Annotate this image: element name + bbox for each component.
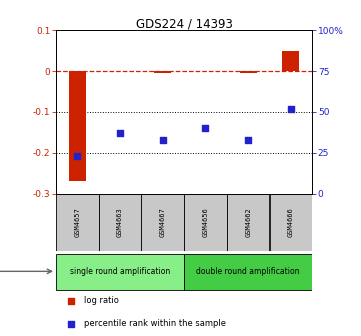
Point — [117, 130, 123, 136]
Text: GSM4657: GSM4657 — [74, 207, 80, 237]
Point — [245, 137, 251, 142]
Bar — [270, 194, 312, 251]
Text: GSM4656: GSM4656 — [203, 207, 208, 237]
Bar — [56, 194, 99, 251]
Point — [160, 137, 166, 142]
Text: single round amplification: single round amplification — [70, 267, 170, 276]
Point — [69, 298, 74, 303]
Text: GSM4662: GSM4662 — [245, 207, 251, 237]
Point — [69, 321, 74, 326]
Bar — [240, 71, 257, 73]
Bar — [184, 254, 312, 290]
Bar — [56, 254, 184, 290]
Point — [203, 126, 208, 131]
Point — [288, 106, 294, 112]
Bar — [99, 194, 141, 251]
Text: GSM4663: GSM4663 — [117, 207, 123, 237]
Point — [74, 154, 80, 159]
Bar — [227, 194, 269, 251]
Text: GSM4666: GSM4666 — [288, 207, 294, 237]
Bar — [154, 71, 171, 73]
Bar — [69, 71, 86, 181]
Bar — [282, 51, 300, 71]
Bar — [142, 194, 184, 251]
Title: GDS224 / 14393: GDS224 / 14393 — [136, 17, 232, 30]
Text: log ratio: log ratio — [84, 296, 119, 305]
Text: GSM4667: GSM4667 — [160, 207, 166, 237]
Bar — [184, 194, 227, 251]
Text: double round amplification: double round amplification — [196, 267, 300, 276]
Text: percentile rank within the sample: percentile rank within the sample — [84, 319, 226, 328]
